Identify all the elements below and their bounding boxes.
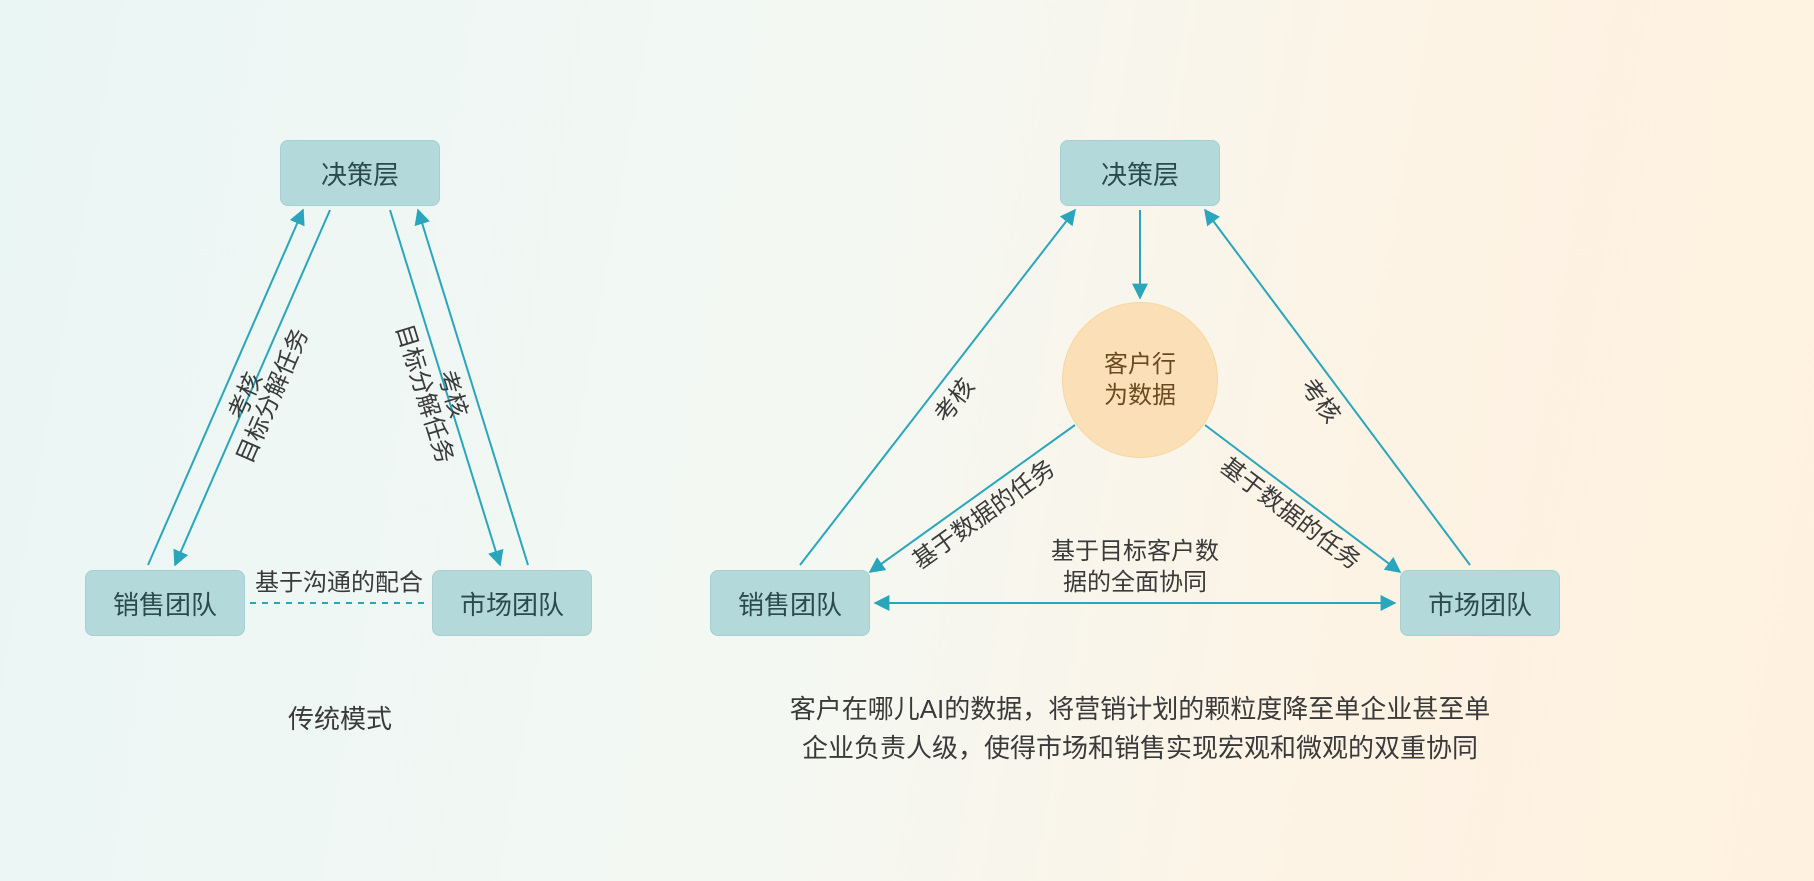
edge-label-r-left-to-top: 考核 [928,372,982,429]
edge-label-r-circle-to-left: 基于数据的任务 [907,453,1062,576]
node-right-top: 决策层 [1060,140,1220,206]
edge-r-circle-to-right [1205,425,1400,572]
edge-r-left-to-top [800,210,1075,565]
node-right-market: 市场团队 [1400,570,1560,636]
left-caption: 传统模式 [170,700,510,739]
node-left-market: 市场团队 [432,570,592,636]
node-left-sales: 销售团队 [85,570,245,636]
edge-label-l-bottom-dashed: 基于沟通的配合 [255,567,423,598]
edge-r-right-to-top [1205,210,1470,565]
edge-label-r-bottom-double: 基于目标客户数据的全面协同 [1051,536,1219,598]
diagram-canvas: 决策层销售团队市场团队目标分解任务考核目标分解任务考核基于沟通的配合传统模式决策… [0,0,1814,881]
circle-customer-data: 客户行为数据 [1062,302,1218,458]
edge-label-r-right-to-top: 考核 [1293,372,1347,429]
node-right-sales: 销售团队 [710,570,870,636]
node-left-top: 决策层 [280,140,440,206]
right-caption: 客户在哪儿AI的数据，将营销计划的颗粒度降至单企业甚至单企业负责人级，使得市场和… [700,690,1580,768]
edge-r-circle-to-left [870,425,1075,572]
edge-label-r-circle-to-right: 基于数据的任务 [1214,451,1367,577]
